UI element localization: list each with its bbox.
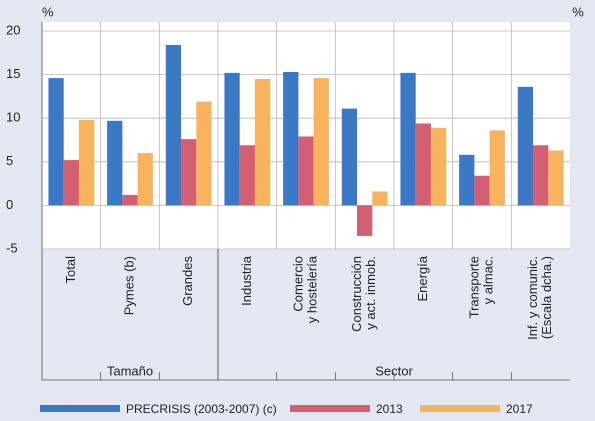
y-tick-label: 10 xyxy=(6,110,20,125)
legend-swatch xyxy=(420,405,500,412)
x-tick-label: Transporte xyxy=(466,256,481,318)
legend-swatch xyxy=(40,405,120,412)
y-tick-label: 20 xyxy=(6,22,20,37)
group-label: Tamaño xyxy=(107,363,153,378)
bar xyxy=(357,205,373,236)
y-tick-label: -5 xyxy=(6,240,18,255)
x-tick-label: Pymes (b) xyxy=(121,256,136,315)
y-unit-left: % xyxy=(42,4,54,19)
bar xyxy=(341,108,358,206)
bar xyxy=(78,119,95,206)
bar xyxy=(283,71,299,206)
bar xyxy=(313,78,329,206)
bar xyxy=(474,175,490,206)
x-tick-label: Total xyxy=(63,256,78,284)
bar xyxy=(107,120,123,206)
x-tick-label: Construcción xyxy=(349,256,364,332)
bar xyxy=(165,44,182,206)
x-tick-label: Grandes xyxy=(180,256,195,306)
bar xyxy=(459,154,475,206)
bar xyxy=(372,191,388,206)
bar xyxy=(239,145,255,206)
bar xyxy=(533,145,549,206)
legend-label: PRECRISIS (2003-2007) (c) xyxy=(126,402,277,416)
bar xyxy=(122,194,138,206)
bar xyxy=(63,160,79,206)
bar xyxy=(298,136,314,206)
x-tick-label: y almac. xyxy=(480,256,495,304)
bar xyxy=(137,153,153,206)
group-label: Sector xyxy=(375,363,413,378)
bar xyxy=(400,72,416,206)
bar xyxy=(181,139,197,206)
x-tick-label: (Escala dcha.) xyxy=(539,256,554,339)
x-tick-label: Comercio xyxy=(290,256,305,312)
y-tick-label: 5 xyxy=(6,153,13,168)
legend-label: 2013 xyxy=(376,402,403,416)
y-unit-right: % xyxy=(572,4,584,19)
x-tick-label: y hostelería xyxy=(304,255,319,323)
y-tick-label: 15 xyxy=(6,66,20,81)
bar xyxy=(48,78,64,206)
bar xyxy=(254,78,271,206)
legend-label: 2017 xyxy=(506,402,533,416)
y-tick-label: 0 xyxy=(6,197,13,212)
x-tick-label: Industria xyxy=(239,255,254,306)
bar xyxy=(430,127,447,206)
bar xyxy=(489,130,505,206)
bar xyxy=(196,101,212,206)
plot-area xyxy=(42,22,570,249)
bar xyxy=(548,150,564,206)
x-tick-label: Energía xyxy=(415,255,430,301)
bar xyxy=(517,86,534,206)
legend-swatch xyxy=(290,405,370,412)
x-tick-label: y act. inmob. xyxy=(363,256,378,330)
bar xyxy=(224,72,240,206)
bar xyxy=(415,123,431,206)
x-tick-label: Inf. y comunic. xyxy=(525,256,540,340)
